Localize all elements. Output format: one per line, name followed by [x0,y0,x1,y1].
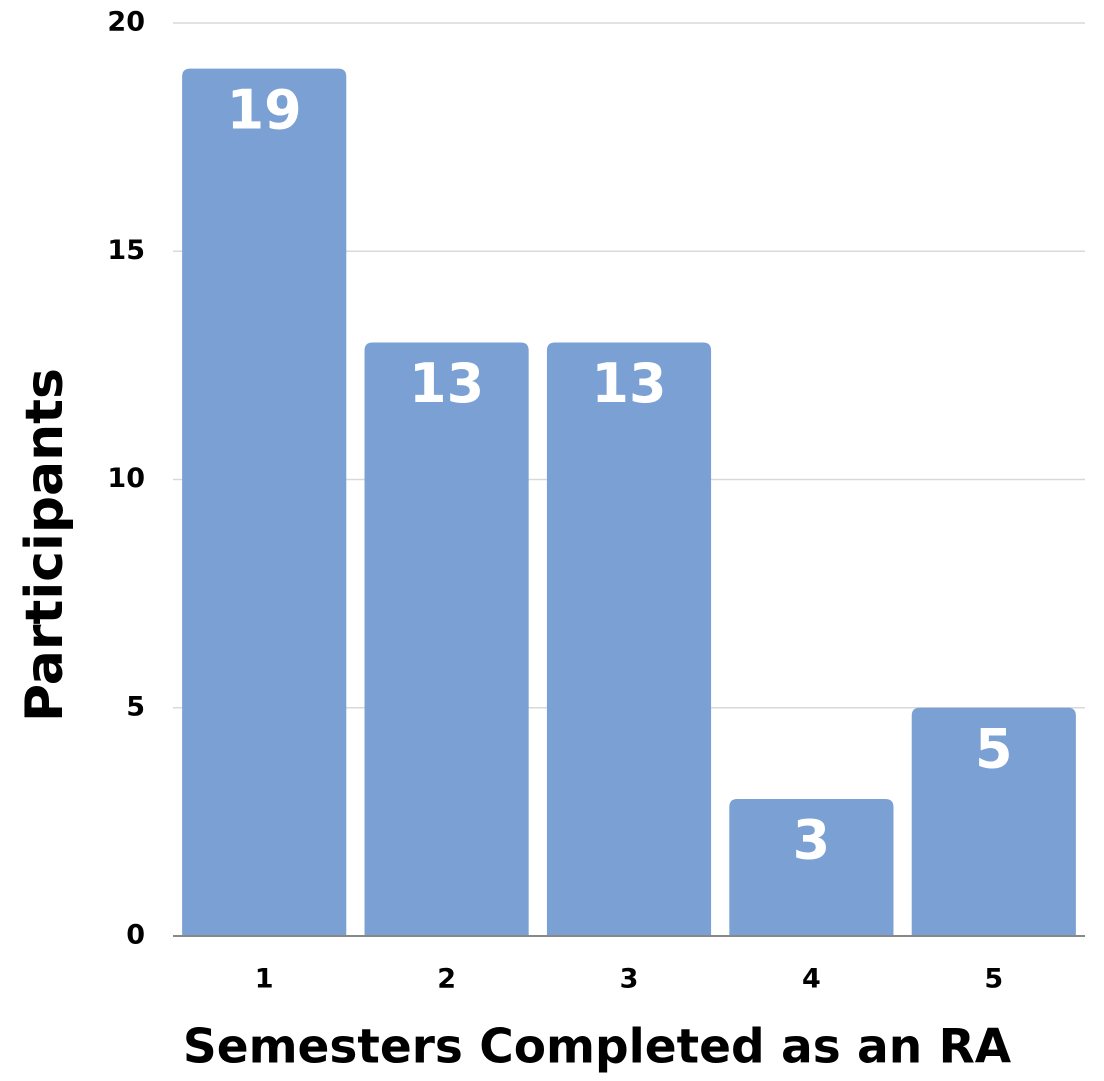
y-tick-label: 20 [107,7,145,38]
y-tick-label: 15 [107,235,145,266]
data-label: 3 [793,809,831,872]
data-label: 5 [975,717,1013,780]
bar [182,68,347,936]
data-label: 19 [227,78,302,141]
y-axis-title: Participants [15,368,75,722]
x-tick-label: 4 [802,964,821,995]
bar [911,707,1076,936]
data-label: 13 [409,352,484,415]
x-tick-label: 3 [620,964,639,995]
x-tick-label: 2 [437,964,456,995]
bar [364,342,529,936]
y-tick-label: 5 [126,691,145,722]
data-label: 13 [591,352,666,415]
y-tick-label: 10 [107,463,145,494]
x-tick-label: 5 [984,964,1003,995]
y-tick-label: 0 [126,920,145,951]
bar [546,342,712,936]
x-axis-title: Semesters Completed as an RA [183,1020,1012,1075]
x-tick-label: 1 [255,964,274,995]
bar [729,799,894,936]
